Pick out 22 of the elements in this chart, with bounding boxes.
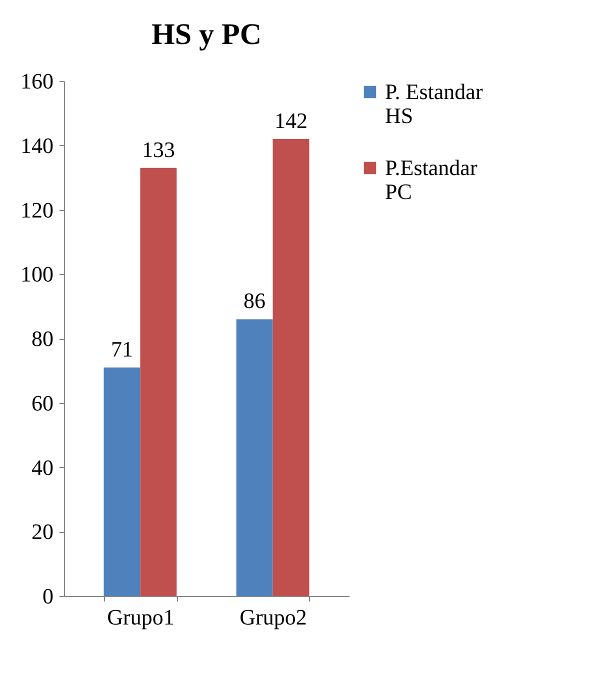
x-tick-label: Grupo2 (240, 604, 307, 630)
data-label: 86 (244, 288, 266, 314)
y-tick-label: 80 (32, 326, 54, 351)
legend-label: P.Estandar PC (385, 155, 478, 204)
y-tick-label: 20 (32, 519, 54, 544)
y-tick-label: 0 (42, 584, 54, 608)
bar (104, 367, 140, 596)
data-label: 142 (274, 108, 308, 133)
chart-title: HS y PC (151, 18, 262, 51)
y-tick-label: 140 (20, 132, 54, 158)
y-tick-label: 160 (20, 68, 54, 94)
data-label: 133 (142, 136, 175, 162)
legend-label: P. Estandar HS (385, 79, 484, 128)
bar (140, 168, 177, 596)
bar (272, 138, 310, 596)
y-tick-label: 40 (32, 454, 54, 480)
y-tick-label: 100 (20, 262, 54, 287)
bar (236, 319, 273, 596)
x-tick-label: Grupo1 (107, 604, 174, 630)
data-label: 71 (110, 336, 133, 362)
y-tick-label: 60 (32, 390, 54, 416)
y-tick-label: 120 (20, 197, 54, 222)
